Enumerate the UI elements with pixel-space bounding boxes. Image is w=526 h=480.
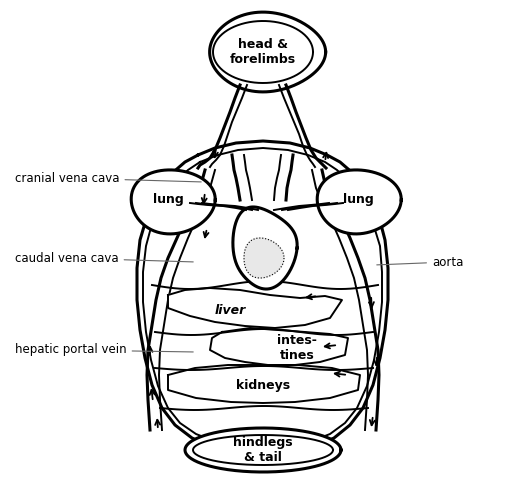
Polygon shape: [210, 328, 348, 365]
Text: caudal vena cava: caudal vena cava: [15, 252, 193, 264]
Text: lung: lung: [342, 193, 373, 206]
Polygon shape: [244, 238, 284, 278]
Text: hepatic portal vein: hepatic portal vein: [15, 344, 193, 357]
Text: intes-
tines: intes- tines: [277, 334, 317, 362]
Polygon shape: [168, 365, 360, 403]
Polygon shape: [210, 12, 326, 92]
Text: lung: lung: [153, 193, 184, 206]
Text: head &
forelimbs: head & forelimbs: [230, 38, 296, 66]
Polygon shape: [131, 170, 215, 234]
Text: cranial vena cava: cranial vena cava: [15, 171, 201, 184]
Polygon shape: [185, 428, 341, 472]
Polygon shape: [317, 170, 401, 234]
Text: liver: liver: [215, 303, 246, 316]
Text: kidneys: kidneys: [236, 379, 290, 392]
Polygon shape: [233, 207, 297, 289]
Polygon shape: [137, 141, 388, 452]
Text: aorta: aorta: [377, 255, 463, 268]
Text: hindlegs
& tail: hindlegs & tail: [233, 436, 293, 464]
Polygon shape: [168, 288, 342, 328]
